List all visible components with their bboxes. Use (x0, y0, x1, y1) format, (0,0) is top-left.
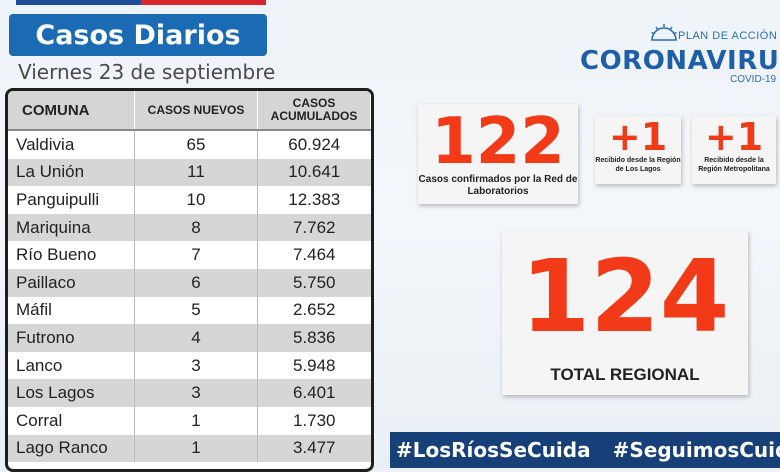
hashtag-los-rios: #LosRíosSeCuida (396, 438, 591, 462)
metropolitana-card: +1 Recibido desde la Región Metropolitan… (692, 116, 776, 184)
cell-casos-nuevos: 4 (134, 324, 258, 352)
table-row: Río Bueno 7 7.464 (8, 241, 371, 269)
cell-comuna: Máfil (8, 296, 135, 325)
report-date: Viernes 23 de septiembre (18, 60, 276, 84)
cell-casos-acumulados: 3.477 (257, 434, 371, 463)
cell-comuna: Lago Ranco (8, 434, 135, 463)
cell-casos-acumulados: 60.924 (257, 130, 371, 159)
cell-comuna: Río Bueno (8, 241, 135, 269)
cell-casos-nuevos: 11 (134, 158, 258, 187)
total-regional-label: TOTAL REGIONAL (550, 365, 700, 384)
cell-casos-acumulados: 12.383 (257, 186, 371, 214)
cell-comuna: Panguipulli (8, 186, 135, 214)
logo-plan-text: PLAN DE ACCIÓN (678, 30, 778, 42)
hashtag-seguimos: #SeguimosCuidándonos (612, 438, 780, 462)
cell-casos-acumulados: 6.401 (257, 379, 371, 407)
los-lagos-card: +1 Recibido desde la Región de Los Lagos (595, 116, 681, 184)
table-row: La Unión 11 10.641 (8, 158, 371, 187)
cell-casos-nuevos: 5 (134, 296, 258, 325)
table-row: Paillaco 6 5.750 (8, 268, 371, 297)
cell-casos-acumulados: 5.750 (257, 268, 371, 297)
cell-comuna: Valdivia (8, 130, 135, 159)
logo-coronavirus-text: CORONAVIRUS (580, 46, 780, 76)
los-lagos-label: Recibido desde la Región de Los Lagos (595, 157, 681, 173)
table-row: Lanco 3 5.948 (8, 351, 371, 380)
table-row: Máfil 5 2.652 (8, 296, 371, 325)
header-comuna: COMUNA (8, 91, 135, 131)
cell-casos-nuevos: 7 (134, 241, 258, 269)
cell-casos-acumulados: 7.762 (257, 213, 371, 242)
cell-casos-acumulados: 10.641 (257, 158, 371, 187)
lab-cases-label: Casos confirmados por la Red de Laborato… (418, 174, 578, 197)
table-row: Corral 1 1.730 (8, 406, 371, 435)
cell-comuna: Lanco (8, 351, 135, 380)
flag-stripe (16, 0, 266, 5)
cell-casos-nuevos: 6 (134, 268, 258, 297)
cell-casos-nuevos: 8 (134, 213, 258, 242)
cases-table: COMUNA CASOS NUEVOS CASOS ACUMULADOS Val… (5, 88, 374, 472)
cell-comuna: Mariquina (8, 213, 135, 242)
lab-cases-value: 122 (431, 105, 565, 179)
table-row: Mariquina 8 7.762 (8, 213, 371, 242)
cell-casos-acumulados: 5.836 (257, 324, 371, 352)
table-header-row: COMUNA CASOS NUEVOS CASOS ACUMULADOS (8, 91, 371, 131)
cell-casos-acumulados: 2.652 (257, 296, 371, 325)
logo-covid-text: COVID-19 (730, 74, 777, 85)
cell-casos-nuevos: 3 (134, 379, 258, 407)
total-regional-value: 124 (520, 238, 730, 355)
header-casos-nuevos: CASOS NUEVOS (134, 91, 258, 131)
hashtag-banner: #LosRíosSeCuida #SeguimosCuidándonos (390, 432, 780, 468)
cell-comuna: Futrono (8, 324, 135, 352)
cell-casos-nuevos: 1 (134, 434, 258, 463)
metropolitana-label: Recibido desde la Región Metropolitana (698, 157, 770, 173)
table-row: Lago Ranco 1 3.477 (8, 434, 371, 463)
cell-comuna: Corral (8, 406, 135, 435)
page-title: Casos Diarios (9, 14, 267, 56)
cell-casos-nuevos: 65 (134, 130, 258, 159)
total-regional-card: 124 TOTAL REGIONAL (502, 231, 748, 395)
cell-casos-nuevos: 1 (134, 406, 258, 435)
header-casos-acumulados: CASOS ACUMULADOS (257, 91, 371, 131)
los-lagos-value: +1 (608, 115, 668, 159)
cell-casos-acumulados: 1.730 (257, 406, 371, 435)
table-row: Panguipulli 10 12.383 (8, 186, 371, 214)
table-row: Futrono 4 5.836 (8, 324, 371, 352)
sunrise-icon (651, 24, 677, 41)
lab-cases-card: 122 Casos confirmados por la Red de Labo… (418, 104, 578, 204)
cell-casos-acumulados: 5.948 (257, 351, 371, 380)
cell-comuna: Los Lagos (8, 379, 135, 407)
table-row: Los Lagos 3 6.401 (8, 379, 371, 407)
cell-casos-nuevos: 3 (134, 351, 258, 380)
cell-casos-acumulados: 7.464 (257, 241, 371, 269)
metropolitana-value: +1 (704, 115, 764, 159)
cell-comuna: La Unión (8, 158, 135, 187)
table-row: Valdivia 65 60.924 (8, 130, 371, 159)
cell-comuna: Paillaco (8, 268, 135, 297)
coronavirus-logo: PLAN DE ACCIÓN CORONAVIRUS COVID-19 (580, 22, 780, 85)
cell-casos-nuevos: 10 (134, 186, 258, 214)
